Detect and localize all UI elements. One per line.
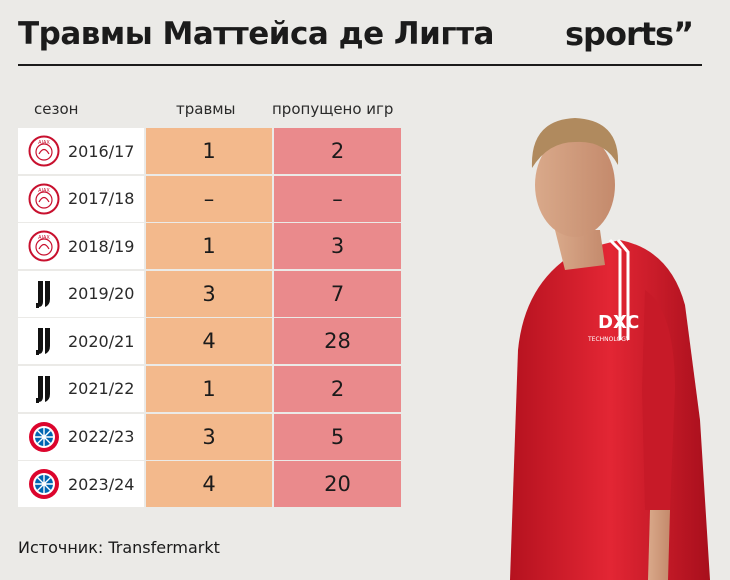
table-row: 2019/20 3 7 xyxy=(18,270,401,319)
season-cell: AJAX 2016/17 xyxy=(18,128,144,174)
injuries-cell: 1 xyxy=(146,223,272,270)
table-row: 2020/21 4 28 xyxy=(18,318,401,366)
title-divider xyxy=(18,64,702,66)
injuries-table: AJAX 2016/17 1 2 AJAX 2017/18 – – AJAX 2… xyxy=(18,128,401,509)
season-cell: AJAX 2018/19 xyxy=(18,223,144,270)
injuries-cell: 4 xyxy=(146,461,272,508)
table-row: 2021/22 1 2 xyxy=(18,365,401,414)
missed-games-cell: 7 xyxy=(274,270,401,317)
season-label: 2023/24 xyxy=(68,474,135,494)
season-cell: 2020/21 xyxy=(18,318,144,365)
juventus-logo-icon xyxy=(28,325,60,357)
season-label: 2016/17 xyxy=(68,141,135,161)
table-row: 2022/23 3 5 xyxy=(18,413,401,462)
table-row: AJAX 2018/19 1 3 xyxy=(18,223,401,271)
missed-games-cell: 2 xyxy=(274,128,401,174)
missed-games-cell: 5 xyxy=(274,413,401,460)
juventus-logo-icon xyxy=(28,278,60,310)
missed-games-cell: 2 xyxy=(274,365,401,412)
bayern-logo-icon xyxy=(28,421,60,453)
table-row: AJAX 2016/17 1 2 xyxy=(18,128,401,176)
injuries-cell: 3 xyxy=(146,413,272,460)
season-label: 2019/20 xyxy=(68,284,135,304)
season-label: 2021/22 xyxy=(68,379,135,399)
injuries-cell: – xyxy=(146,175,272,222)
svg-text:AJAX: AJAX xyxy=(38,235,50,241)
season-cell: 2021/22 xyxy=(18,365,144,412)
header-season: сезон xyxy=(34,100,79,118)
header-injuries: травмы xyxy=(176,100,236,118)
injuries-cell: 1 xyxy=(146,128,272,174)
missed-games-cell: – xyxy=(274,175,401,222)
injuries-cell: 4 xyxy=(146,318,272,365)
svg-text:DXC: DXC xyxy=(598,312,639,333)
ajax-logo-icon: AJAX xyxy=(28,230,60,262)
season-cell: 2022/23 xyxy=(18,413,144,460)
missed-games-cell: 28 xyxy=(274,318,401,365)
season-label: 2022/23 xyxy=(68,427,135,447)
injuries-cell: 1 xyxy=(146,365,272,412)
page-title: Травмы Маттейса де Лигта xyxy=(18,16,494,52)
player-photo: DXC TECHNOLOGY xyxy=(510,118,710,580)
season-label: 2020/21 xyxy=(68,331,135,351)
table-row: 2023/24 4 20 xyxy=(18,461,401,509)
missed-games-cell: 20 xyxy=(274,461,401,508)
missed-games-cell: 3 xyxy=(274,223,401,270)
svg-text:TECHNOLOGY: TECHNOLOGY xyxy=(587,336,630,343)
svg-text:AJAX: AJAX xyxy=(38,140,50,146)
ajax-logo-icon: AJAX xyxy=(28,183,60,215)
season-label: 2018/19 xyxy=(68,236,135,256)
table-row: AJAX 2017/18 – – xyxy=(18,175,401,224)
source-note: Источник: Transfermarkt xyxy=(18,538,220,557)
svg-text:AJAX: AJAX xyxy=(38,188,50,194)
injuries-cell: 3 xyxy=(146,270,272,317)
season-cell: 2023/24 xyxy=(18,461,144,508)
season-label: 2017/18 xyxy=(68,189,135,209)
season-cell: AJAX 2017/18 xyxy=(18,175,144,222)
ajax-logo-icon: AJAX xyxy=(28,135,60,167)
juventus-logo-icon xyxy=(28,373,60,405)
header-missed: пропущено игр xyxy=(272,100,394,118)
bayern-logo-icon xyxy=(28,468,60,500)
brand-logo: sports” xyxy=(565,15,694,53)
season-cell: 2019/20 xyxy=(18,270,144,317)
